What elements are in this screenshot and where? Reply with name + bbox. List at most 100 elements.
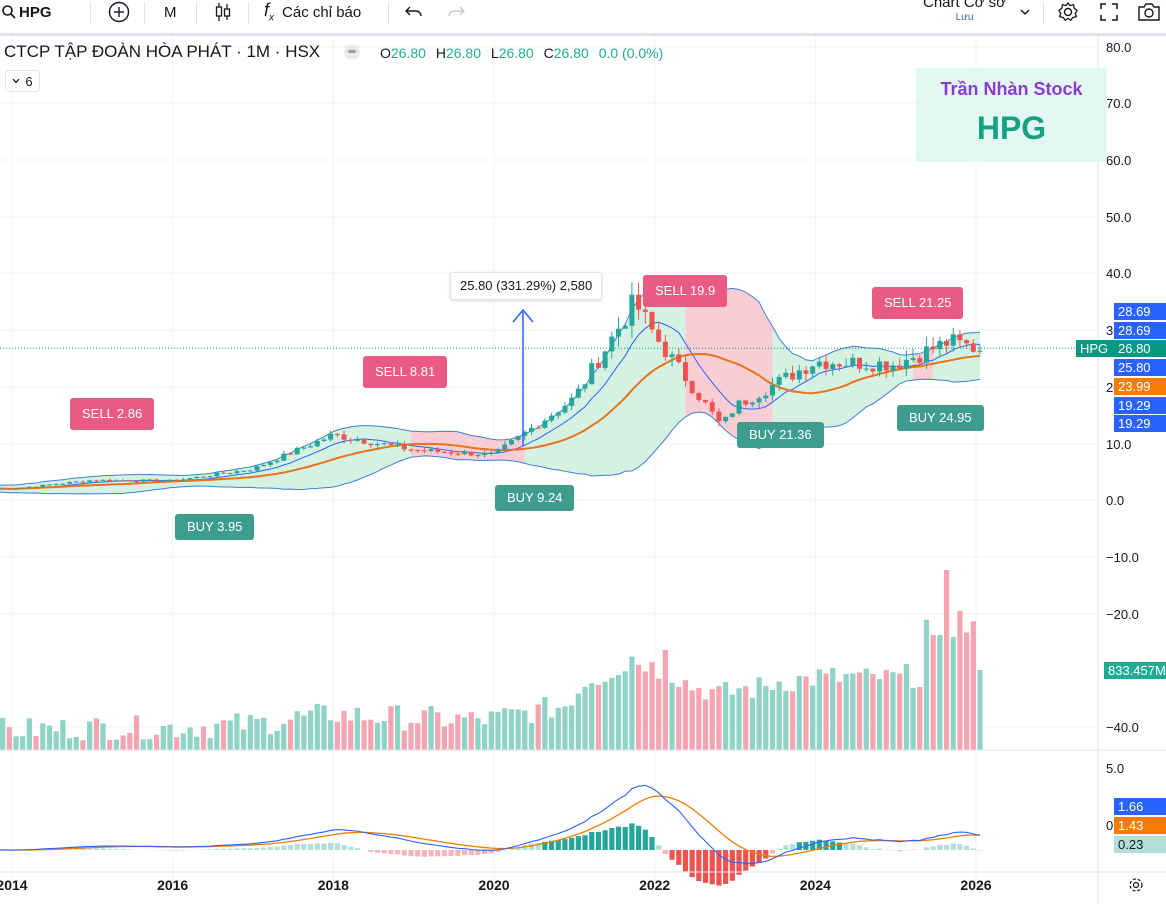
settings-button[interactable]: [1057, 0, 1079, 24]
undo-button[interactable]: [404, 0, 424, 24]
macd-histogram-bar: [461, 850, 468, 856]
volume-bar: [381, 721, 387, 750]
sell-signal-tag[interactable]: SELL 19.9: [643, 275, 728, 307]
volume-bar: [133, 715, 140, 750]
candle-body: [508, 439, 514, 445]
macd-histogram-bar: [281, 845, 287, 850]
price-tick-label: 0.0: [1106, 493, 1124, 508]
snapshot-button[interactable]: [1137, 0, 1161, 24]
macd-histogram-bar: [508, 848, 515, 850]
volume-bar: [395, 705, 401, 750]
volume-bar: [542, 697, 548, 750]
interval-button[interactable]: M: [164, 0, 177, 24]
candle-body: [843, 365, 849, 367]
volume-bar: [609, 677, 615, 750]
macd-histogram-bar: [488, 850, 494, 854]
volume-bar: [20, 736, 26, 750]
redo-button[interactable]: [446, 0, 466, 24]
price-tick-label: −40.0: [1106, 720, 1139, 735]
fullscreen-button[interactable]: [1099, 0, 1119, 24]
buy-signal-tag[interactable]: BUY 9.24: [495, 485, 575, 511]
layout-menu[interactable]: Chart Cơ sở Lưu: [923, 0, 1006, 28]
candle-body: [308, 446, 314, 448]
macd-histogram-bar: [923, 847, 930, 850]
macd-histogram-bar: [649, 837, 655, 850]
volume-bar: [789, 691, 796, 750]
volume-bar: [455, 714, 461, 750]
candle-body: [589, 363, 595, 385]
macd-histogram-bar: [970, 848, 976, 850]
indicators-collapse-button[interactable]: 6: [5, 70, 40, 92]
candle-body: [629, 294, 635, 326]
time-tick-label: 2020: [478, 877, 509, 893]
volume-bar: [6, 727, 12, 750]
buy-signal-tag[interactable]: BUY 3.95: [175, 514, 255, 540]
layout-dropdown[interactable]: [1020, 0, 1030, 24]
volume-bar: [0, 718, 6, 750]
candle-body: [261, 464, 267, 467]
candle-body: [877, 361, 883, 372]
candle-body: [495, 449, 501, 453]
indicators-button[interactable]: fx Các chỉ báo: [264, 0, 361, 24]
volume-bar: [582, 686, 588, 750]
macd-histogram-bar: [629, 823, 635, 850]
candle-body: [649, 311, 655, 330]
volume-bar: [247, 715, 253, 750]
macd-histogram-bar: [441, 850, 448, 857]
fx-icon: fx: [264, 0, 275, 24]
macd-histogram-bar: [388, 850, 394, 855]
divider: [144, 2, 145, 24]
bollinger-fill: [524, 287, 686, 476]
candle-body: [180, 479, 186, 481]
sell-signal-tag[interactable]: SELL 2.86: [70, 398, 155, 430]
layout-save-status: Lưu: [955, 12, 974, 23]
axis-settings-button[interactable]: [1128, 877, 1144, 898]
volume-bar: [93, 718, 99, 750]
eye-icon[interactable]: [344, 45, 360, 59]
divider: [90, 2, 91, 24]
sell-signal-tag[interactable]: SELL 8.81: [363, 356, 448, 388]
volume-bar: [254, 719, 260, 750]
gear-icon: [1058, 1, 1078, 22]
macd-histogram-bar: [823, 840, 829, 850]
macd-histogram-bar: [100, 848, 106, 850]
time-tick-label: 2016: [157, 877, 188, 893]
sell-signal-tag[interactable]: SELL 21.25: [872, 287, 964, 319]
volume-bar: [415, 723, 421, 750]
chart-canvas[interactable]: 80.070.060.050.040.030.020.010.00.0−10.0…: [0, 36, 1166, 904]
fast-ma-line: [0, 321, 981, 490]
compare-button[interactable]: [108, 0, 130, 24]
macd-histogram-bar: [729, 850, 735, 881]
buy-signal-tag[interactable]: BUY 24.95: [897, 405, 984, 431]
volume-bar: [307, 710, 314, 750]
candle-body: [964, 340, 970, 344]
divider: [1043, 2, 1044, 24]
candle-body: [515, 435, 521, 440]
macd-histogram-bar: [836, 842, 843, 850]
candle-body: [743, 400, 749, 405]
macd-histogram-bar: [602, 830, 608, 850]
buy-signal-tag[interactable]: BUY 21.36: [737, 422, 824, 448]
volume-bar: [736, 688, 742, 750]
macd-histogram-bar: [287, 844, 294, 850]
volume-bar: [388, 706, 394, 750]
volume-bar: [408, 722, 414, 750]
volume-bar: [515, 709, 521, 750]
macd-histogram-bar: [120, 849, 126, 850]
candle-body: [415, 450, 421, 452]
macd-histogram-bar: [428, 850, 434, 857]
symbol-search[interactable]: HPG: [2, 0, 52, 24]
bollinger-fill: [772, 326, 914, 442]
chart-type-button[interactable]: [213, 0, 233, 24]
bollinger-upper-line: [0, 286, 981, 486]
volume-bar: [127, 732, 133, 750]
volume-bar: [495, 711, 501, 750]
volume-bar: [636, 664, 642, 750]
volume-bar: [354, 707, 361, 750]
indicators-label: Các chỉ báo: [282, 3, 362, 21]
candle-body: [703, 399, 709, 403]
candle-body: [502, 444, 508, 450]
candle-body: [200, 476, 206, 478]
close-value: 26.80: [553, 45, 589, 61]
volume-bar: [60, 720, 66, 750]
